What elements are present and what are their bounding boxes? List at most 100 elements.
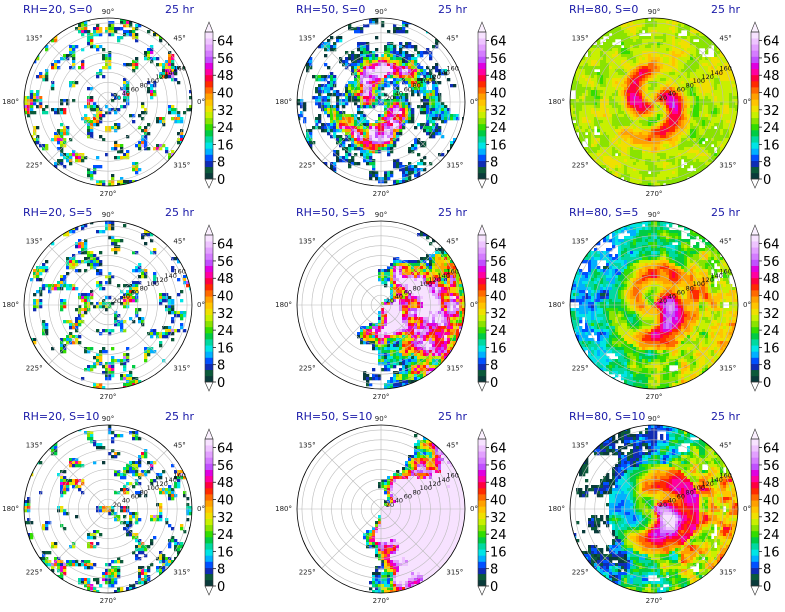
angular-tick-label: 180° [275, 98, 292, 106]
colorbar-segment [205, 148, 213, 155]
colorbar-segment [478, 524, 486, 532]
colorbar-segment [751, 475, 759, 483]
colorbar-segment [751, 271, 759, 279]
colorbar-segment [205, 500, 213, 507]
colorbar-segment [751, 136, 759, 143]
colorbar-tick-label: 8 [490, 359, 498, 374]
colorbar-segment [751, 277, 759, 285]
angular-tick-label: 135° [299, 35, 316, 43]
angular-tick-label: 180° [548, 98, 565, 106]
radial-tick-label: 120 [702, 276, 714, 284]
colorbar-segment [478, 68, 486, 76]
colorbar-segment [751, 117, 759, 125]
polar-grid [570, 221, 738, 389]
colorbar-segment [478, 302, 486, 309]
colorbar-segment [478, 148, 486, 155]
colorbar-segment [478, 50, 486, 57]
colorbar-segment [751, 463, 759, 470]
panel-time: 25 hr [711, 206, 740, 219]
colorbar-segment [751, 81, 759, 88]
radial-tick-label: 80 [686, 488, 694, 496]
angular-tick-label: 135° [26, 238, 43, 246]
colorbar-tick-label: 56 [763, 52, 780, 67]
colorbar-segment [751, 68, 759, 76]
colorbar-tick-label: 64 [490, 238, 507, 253]
colorbar-segment [205, 530, 213, 538]
colorbar-tick-label: 24 [763, 324, 780, 339]
radial-tick-label: 100 [693, 484, 705, 492]
polar-grid [297, 221, 465, 389]
panel-8: 2040608010012014016090°45°0°315°270°225°… [275, 410, 506, 605]
polar-frame [23, 220, 193, 390]
colorbar-segment [478, 32, 486, 39]
colorbar-tick-label: 40 [763, 87, 780, 102]
rain-field [297, 18, 465, 186]
colorbar-segment [478, 130, 486, 137]
colorbar-segment [478, 38, 486, 45]
colorbar-tick-label: 16 [490, 138, 507, 153]
colorbar-segment [751, 457, 759, 464]
panel-time: 25 hr [438, 3, 467, 16]
polar-grid [297, 425, 465, 593]
colorbar-segment [751, 326, 759, 334]
colorbar-tick-label: 16 [763, 545, 780, 560]
colorbar-tick-label: 64 [763, 238, 780, 253]
colorbar-segment [751, 530, 759, 538]
angular-tick-label: 90° [648, 211, 660, 219]
colorbar-segment [751, 537, 759, 544]
panel-title: RH=50, S=10 [296, 410, 372, 423]
radial-tick-label: 100 [147, 280, 159, 288]
colorbar-tick-label: 64 [217, 35, 234, 50]
colorbar-segment [751, 339, 759, 346]
radial-tick-label: 20 [386, 297, 394, 305]
colorbar-segment [478, 284, 486, 291]
angular-tick-label: 135° [299, 442, 316, 450]
colorbar-tick-label: 32 [490, 511, 507, 526]
radial-tick-label: 120 [429, 73, 441, 81]
colorbar-segment [478, 494, 486, 501]
colorbar-tick-label: 0 [763, 580, 771, 595]
angular-tick-label: 225° [26, 364, 43, 372]
colorbar-extend-max [477, 224, 487, 236]
colorbar-tick-label: 16 [217, 138, 234, 153]
colorbar-segment [751, 259, 759, 266]
polar-frame [23, 424, 193, 594]
colorbar-segment [205, 351, 213, 358]
radial-tick-label: 80 [413, 81, 421, 89]
colorbar-segment [205, 32, 213, 39]
colorbar-segment [205, 494, 213, 501]
colorbar: 0 8 16 24 32 40 48 56 64 [477, 21, 507, 189]
colorbar-segment [751, 549, 759, 556]
colorbar-segment [478, 247, 486, 254]
colorbar-tick-label: 16 [490, 545, 507, 560]
panel-time: 25 hr [711, 410, 740, 423]
colorbar-segment [205, 451, 213, 458]
radial-tick-label: 80 [686, 284, 694, 292]
colorbar-segment [751, 148, 759, 155]
polar-frame [569, 220, 739, 390]
colorbar-extend-max [477, 21, 487, 33]
colorbar-segment [751, 494, 759, 501]
angular-tick-label: 270° [646, 393, 663, 401]
panel-title: RH=80, S=0 [569, 3, 638, 16]
radial-tick-label: 120 [429, 480, 441, 488]
colorbar-segment [751, 172, 759, 180]
colorbar-segment [205, 573, 213, 581]
colorbar-segment [478, 265, 486, 273]
colorbar-segment [478, 253, 486, 260]
angular-tick-label: 90° [102, 415, 114, 423]
radial-tick-label: 160 [173, 472, 185, 480]
colorbar-segment [751, 345, 759, 352]
colorbar-extend-min [750, 178, 760, 189]
polar-frame [569, 17, 739, 187]
colorbar-tick-label: 48 [490, 476, 507, 491]
colorbar-segment [751, 369, 759, 377]
radial-tick-label: 100 [420, 77, 432, 85]
colorbar-segment [478, 363, 486, 371]
radial-tick-label: 60 [131, 85, 139, 93]
radial-tick-label: 20 [113, 501, 121, 509]
colorbar-extend-min [477, 381, 487, 392]
colorbar-segment [478, 439, 486, 446]
colorbar-tick-label: 64 [763, 35, 780, 50]
colorbar: 0 8 16 24 32 40 48 56 64 [204, 21, 234, 189]
